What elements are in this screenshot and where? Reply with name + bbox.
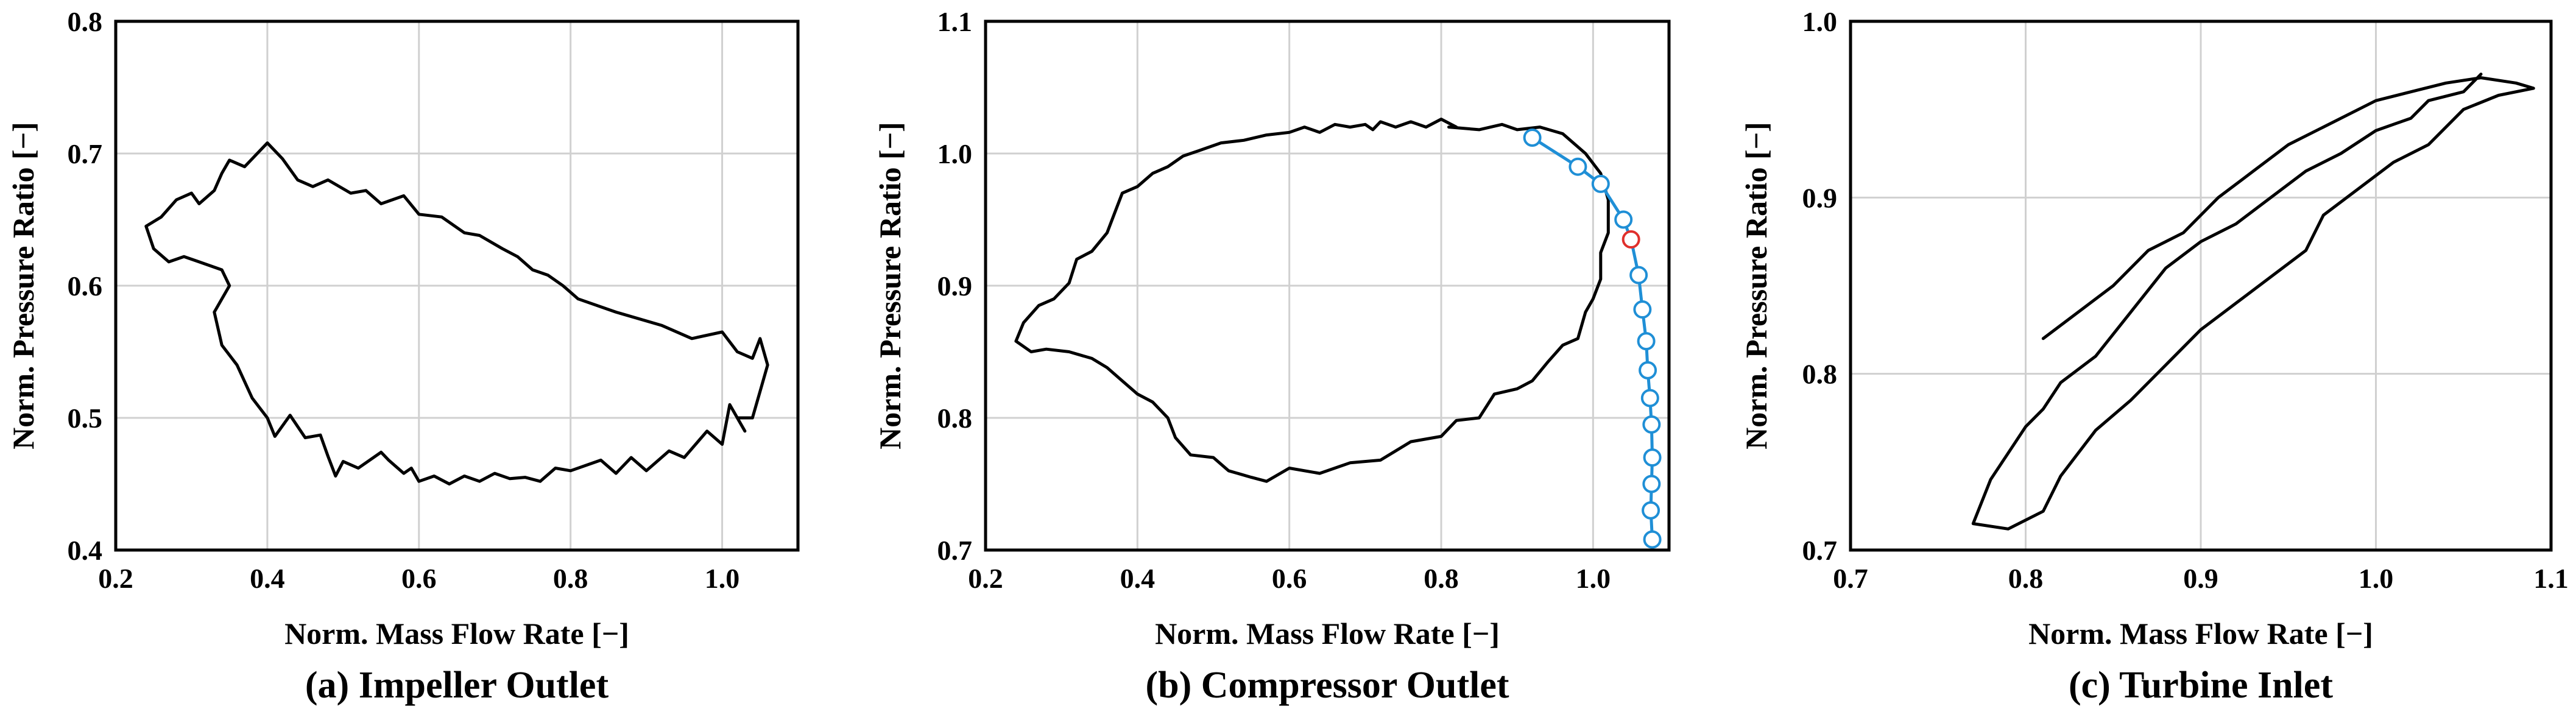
operating-point-marker <box>1591 174 1610 193</box>
operating-point-marker <box>1569 157 1587 176</box>
operating-point-marker <box>1629 266 1648 284</box>
panel-caption: (b) Compressor Outlet <box>1146 665 1509 706</box>
loop-line <box>1014 118 1610 483</box>
y-tick-label: 0.5 <box>68 403 103 434</box>
gridlines <box>984 20 1669 551</box>
operating-point-marker <box>1523 128 1542 147</box>
y-tick-labels: 0.7 0.8 0.9 1.0 <box>1802 6 1838 566</box>
loop-line <box>1971 72 2535 531</box>
y-tick-label: 1.1 <box>937 6 973 37</box>
panel-impeller-outlet: 0.2 0.4 0.6 0.8 1.0 0.40.50.60.70.8 Norm. Ma… <box>6 6 800 706</box>
x-tick-label: 1.0 <box>1576 563 1611 594</box>
loop-line <box>144 141 769 485</box>
x-tick-labels: 0.2 0.4 0.6 0.8 1.0 <box>968 563 1611 594</box>
y-axis-title: Norm. Pressure Ratio [−] <box>1739 122 1773 450</box>
panel-compressor-outlet: 0.2 0.4 0.6 0.8 1.0 0.7 0.8 0.9 1.0 1.1 Norm. Ma… <box>873 6 1671 706</box>
x-tick-label: 0.9 <box>2183 563 2218 594</box>
data-series <box>1014 118 1662 549</box>
x-tick-label: 0.2 <box>98 563 133 594</box>
operating-point-marker-highlight <box>1621 230 1640 249</box>
x-tick-label: 0.4 <box>250 563 285 594</box>
y-tick-labels: 0.4 0.5 0.6 0.7 0.8 <box>68 6 103 566</box>
y-tick-labels: 0.7 0.8 0.9 1.0 1.1 <box>937 6 973 566</box>
x-tick-label: 1.1 <box>2533 563 2569 594</box>
x-tick-label: 0.8 <box>553 563 588 594</box>
x-axis-title: Norm. Mass Flow Rate [−] <box>284 616 629 651</box>
x-tick-label: 0.6 <box>1272 563 1307 594</box>
y-tick-label: 0.9 <box>937 270 973 302</box>
x-tick-labels: 0.2 0.4 0.6 0.8 1.0 <box>98 563 739 594</box>
operating-point-marker <box>1643 448 1662 467</box>
x-tick-label: 0.2 <box>968 563 1003 594</box>
x-tick-label: 0.8 <box>1424 563 1459 594</box>
x-tick-label: 1.0 <box>705 563 740 594</box>
operating-point-marker <box>1642 501 1660 520</box>
y-tick-label: 1.0 <box>1802 6 1838 37</box>
y-tick-label: 0.8 <box>68 6 103 37</box>
y-tick-label: 1.0 <box>937 138 973 169</box>
panel-turbine-inlet: 0.7 0.8 0.9 1.0 1.1 0.7 0.8 0.9 1.0 Norm. Mass … <box>1739 6 2569 706</box>
x-tick-labels: 0.7 0.8 0.9 1.0 1.1 <box>1833 563 2569 594</box>
y-tick-label: 0.4 <box>68 535 103 566</box>
y-axis-title: Norm. Pressure Ratio [−] <box>6 122 40 450</box>
operating-point-marker <box>1640 389 1659 408</box>
y-tick-label: 0.8 <box>1802 359 1838 390</box>
x-tick-label: 0.6 <box>401 563 437 594</box>
x-axis-title: Norm. Mass Flow Rate [−] <box>1155 616 1500 651</box>
x-tick-label: 1.0 <box>2359 563 2394 594</box>
operating-point-marker <box>1637 332 1656 351</box>
data-series <box>144 141 769 485</box>
operating-point-marker <box>1639 361 1657 379</box>
x-tick-label: 0.4 <box>1120 563 1156 594</box>
y-tick-label: 0.7 <box>1802 535 1838 566</box>
y-tick-label: 0.6 <box>68 270 103 302</box>
data-series <box>1971 72 2535 531</box>
panel-caption: (c) Turbine Inlet <box>2069 665 2333 706</box>
plot-frame <box>114 19 800 552</box>
y-tick-label: 0.7 <box>937 535 973 566</box>
y-tick-label: 0.8 <box>937 403 973 434</box>
operating-point-marker <box>1614 210 1633 229</box>
plot-frame <box>1849 19 2553 552</box>
y-tick-label: 0.9 <box>1802 182 1838 213</box>
operating-point-marker <box>1633 300 1652 319</box>
plot-frame <box>984 19 1671 552</box>
operating-point-marker <box>1642 475 1661 493</box>
y-tick-label: 0.7 <box>68 138 103 169</box>
y-axis-title: Norm. Pressure Ratio [−] <box>873 122 907 450</box>
operating-point-marker <box>1642 415 1661 434</box>
operating-point-marker <box>1643 530 1662 549</box>
x-tick-label: 0.8 <box>2008 563 2044 594</box>
x-tick-label: 0.7 <box>1833 563 1868 594</box>
x-axis-title: Norm. Mass Flow Rate [−] <box>2028 616 2373 651</box>
panel-caption: (a) Impeller Outlet <box>305 665 609 706</box>
